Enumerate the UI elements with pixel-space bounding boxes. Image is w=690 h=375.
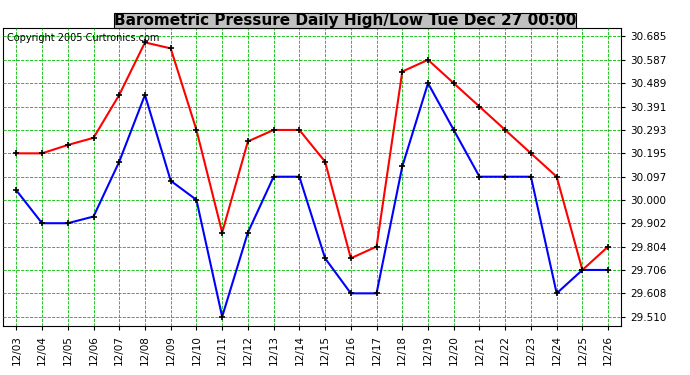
Text: Copyright 2005 Curtronics.com: Copyright 2005 Curtronics.com [6,33,159,43]
Text: Barometric Pressure Daily High/Low Tue Dec 27 00:00: Barometric Pressure Daily High/Low Tue D… [114,13,576,28]
